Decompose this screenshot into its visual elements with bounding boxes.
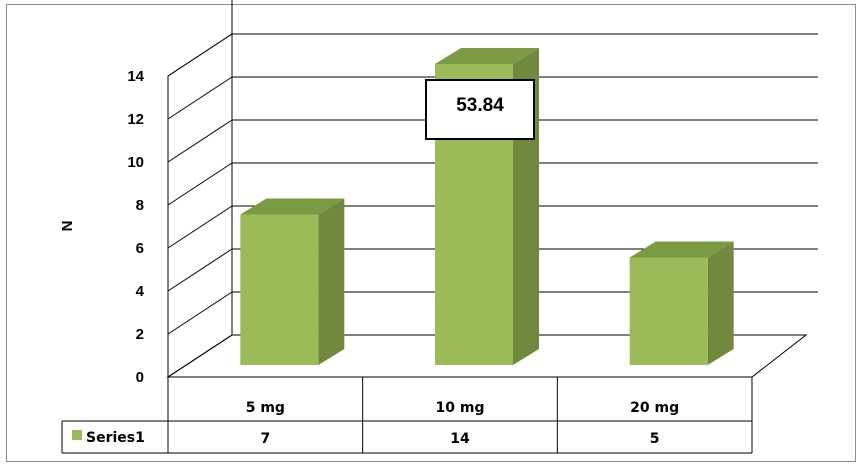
bar-side xyxy=(318,198,345,365)
gridline-side xyxy=(167,162,233,206)
table-value: 5 xyxy=(650,431,660,447)
gridline-side xyxy=(167,248,233,292)
table-value: 7 xyxy=(260,431,270,447)
gridline-side xyxy=(167,76,233,120)
y-tick-label: 12 xyxy=(127,111,144,128)
gridline-side xyxy=(167,205,233,249)
y-tick-label: 2 xyxy=(136,326,144,343)
bar-side xyxy=(707,241,734,365)
y-axis-ticks: 0 2 4 6 8 10 12 14 xyxy=(127,68,144,386)
x-tick-label: 5 mg xyxy=(246,400,285,416)
bar-front xyxy=(240,214,319,365)
y-tick-label: 10 xyxy=(127,154,144,171)
x-tick-label: 10 mg xyxy=(436,400,485,416)
side-wall xyxy=(167,33,233,378)
bar-top xyxy=(240,198,345,215)
legend-series-name: Series1 xyxy=(86,430,145,446)
data-table: 5 mg 7 10 mg 14 20 mg 5 Series1 xyxy=(61,377,753,454)
gridline-side xyxy=(167,119,233,163)
bar-20-mg xyxy=(629,241,734,365)
y-axis-label: N xyxy=(59,221,76,232)
annotation-text: 53.84 xyxy=(456,95,504,116)
legend-swatch xyxy=(72,430,82,440)
table-value: 14 xyxy=(450,431,470,447)
bar-front xyxy=(629,257,708,365)
gridline-side xyxy=(167,291,233,335)
bar-5-mg xyxy=(240,198,345,365)
gridline-side xyxy=(167,334,233,378)
bar-top xyxy=(435,48,539,64)
bar-top xyxy=(629,241,734,258)
y-tick-label: 6 xyxy=(136,240,144,257)
y-tick-label: 14 xyxy=(127,68,144,85)
gridline-side xyxy=(167,33,233,77)
chart-frame xyxy=(6,4,856,462)
y-tick-label: 4 xyxy=(136,283,145,300)
annotation-box xyxy=(425,79,535,140)
annotation: 53.84 xyxy=(425,79,535,140)
y-tick-label: 0 xyxy=(136,369,144,386)
y-tick-label: 8 xyxy=(136,197,144,214)
x-tick-label: 20 mg xyxy=(630,400,679,416)
